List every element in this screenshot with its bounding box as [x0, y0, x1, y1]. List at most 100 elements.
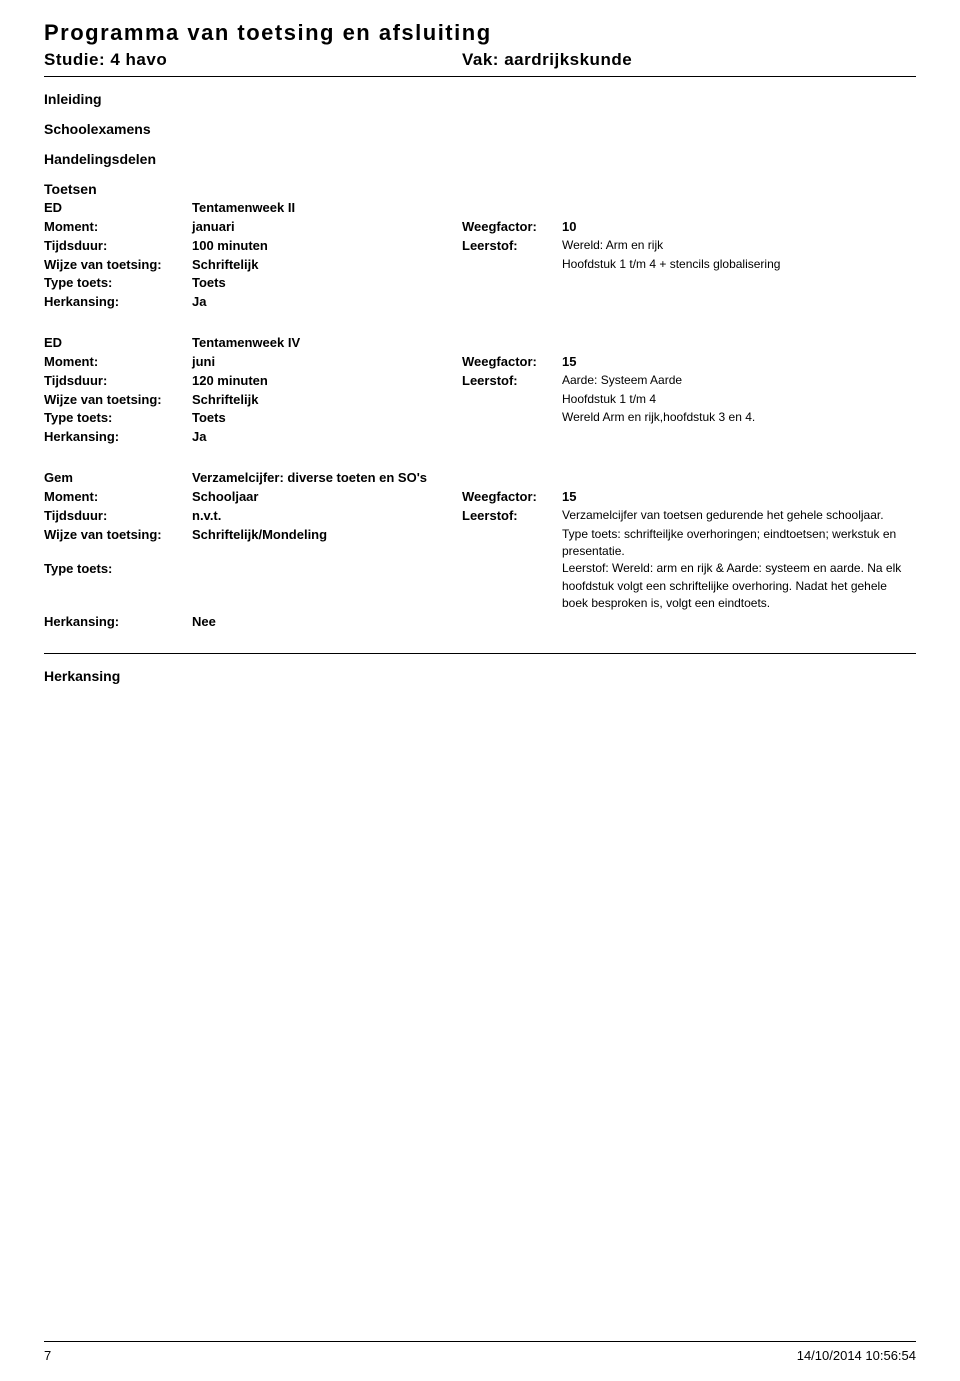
wijze-row: Wijze van toetsing:Schriftelijk/Mondelin…	[44, 526, 916, 561]
field-label: Wijze van toetsing:	[44, 391, 192, 410]
heading-schoolexamens: Schoolexamens	[44, 121, 916, 137]
studie-label: Studie:	[44, 50, 105, 69]
leerstof-text: Hoofdstuk 1 t/m 4	[562, 391, 916, 410]
section-divider	[44, 653, 916, 654]
heading-toetsen: Toetsen	[44, 181, 916, 197]
block-code: ED	[44, 199, 192, 218]
block-code: Gem	[44, 469, 192, 488]
field-value: Schooljaar	[192, 488, 462, 507]
weegfactor-label: Weegfactor:	[462, 488, 562, 507]
footer-timestamp: 14/10/2014 10:56:54	[797, 1348, 916, 1363]
studie-vak-row: Studie: 4 havo Vak: aardrijkskunde	[44, 50, 916, 70]
field-label: Type toets:	[44, 560, 192, 612]
leerstof-text	[562, 613, 916, 632]
blocks-container: EDTentamenweek IIMoment:januariWeegfacto…	[44, 199, 916, 631]
field-label: Wijze van toetsing:	[44, 526, 192, 561]
studie-value: 4 havo	[110, 50, 167, 69]
leerstof-label	[462, 613, 562, 632]
leerstof-label	[462, 274, 562, 293]
leerstof-text: Verzamelcijfer van toetsen gedurende het…	[562, 507, 916, 526]
block-header-row: EDTentamenweek II	[44, 199, 916, 218]
field-value: Toets	[192, 274, 462, 293]
field-label: Moment:	[44, 218, 192, 237]
field-value: 100 minuten	[192, 237, 462, 256]
leerstof-label: Leerstof:	[462, 237, 562, 256]
moment-row: Moment:juniWeegfactor:15	[44, 353, 916, 372]
tijdsduur-row: Tijdsduur:100 minutenLeerstof:Wereld: Ar…	[44, 237, 916, 256]
field-label: Herkansing:	[44, 428, 192, 447]
field-label: Type toets:	[44, 409, 192, 428]
leerstof-text: Wereld: Arm en rijk	[562, 237, 916, 256]
weegfactor-value: 15	[562, 353, 916, 372]
page-footer: 7 14/10/2014 10:56:54	[44, 1341, 916, 1363]
wijze-row: Wijze van toetsing:Schriftelijk Hoofdstuk…	[44, 391, 916, 410]
leerstof-text: Hoofdstuk 1 t/m 4 + stencils globaliseri…	[562, 256, 916, 275]
leerstof-label	[462, 256, 562, 275]
field-value: januari	[192, 218, 462, 237]
field-value: Ja	[192, 293, 462, 312]
assessment-block: EDTentamenweek IVMoment:juniWeegfactor:1…	[44, 334, 916, 447]
weegfactor-value: 15	[562, 488, 916, 507]
leerstof-text	[562, 274, 916, 293]
herkansing-row: Herkansing:Ja	[44, 428, 916, 447]
field-value: Schriftelijk/Mondeling	[192, 526, 462, 561]
assessment-block: GemVerzamelcijfer: diverse toeten en SO'…	[44, 469, 916, 631]
weegfactor-label: Weegfactor:	[462, 218, 562, 237]
header-divider	[44, 76, 916, 77]
leerstof-label	[462, 409, 562, 428]
vak-value: aardrijkskunde	[504, 50, 632, 69]
herkansing-row: Herkansing:Ja	[44, 293, 916, 312]
field-label: Herkansing:	[44, 613, 192, 632]
field-label: Tijdsduur:	[44, 237, 192, 256]
vak-label: Vak:	[462, 50, 499, 69]
leerstof-label	[462, 391, 562, 410]
wijze-row: Wijze van toetsing:Schriftelijk Hoofdstuk…	[44, 256, 916, 275]
tijdsduur-row: Tijdsduur:120 minutenLeerstof:Aarde: Sys…	[44, 372, 916, 391]
studie-cell: Studie: 4 havo	[44, 50, 462, 70]
leerstof-label	[462, 560, 562, 612]
field-label: Tijdsduur:	[44, 507, 192, 526]
field-label: Herkansing:	[44, 293, 192, 312]
field-label: Tijdsduur:	[44, 372, 192, 391]
field-value	[192, 560, 462, 612]
field-label: Moment:	[44, 488, 192, 507]
block-name: Tentamenweek II	[192, 199, 916, 218]
leerstof-text	[562, 428, 916, 447]
heading-handelingsdelen: Handelingsdelen	[44, 151, 916, 167]
leerstof-text: Leerstof: Wereld: arm en rijk & Aarde: s…	[562, 560, 916, 612]
block-name: Tentamenweek IV	[192, 334, 916, 353]
weegfactor-value: 10	[562, 218, 916, 237]
field-value: Toets	[192, 409, 462, 428]
field-label: Moment:	[44, 353, 192, 372]
vak-cell: Vak: aardrijkskunde	[462, 50, 916, 70]
field-value: 120 minuten	[192, 372, 462, 391]
block-name: Verzamelcijfer: diverse toeten en SO's	[192, 469, 916, 488]
moment-row: Moment:SchooljaarWeegfactor:15	[44, 488, 916, 507]
field-label: Type toets:	[44, 274, 192, 293]
leerstof-label	[462, 526, 562, 561]
type-row: Type toets: Leerstof: Wereld: arm en rijk…	[44, 560, 916, 612]
tijdsduur-row: Tijdsduur:n.v.t.Leerstof:Verzamelcijfer …	[44, 507, 916, 526]
document-title: Programma van toetsing en afsluiting	[44, 20, 916, 46]
leerstof-text: Wereld Arm en rijk,hoofdstuk 3 en 4.	[562, 409, 916, 428]
leerstof-text: Type toets: schrifteiljke overhoringen; …	[562, 526, 916, 561]
leerstof-label	[462, 293, 562, 312]
weegfactor-label: Weegfactor:	[462, 353, 562, 372]
leerstof-label: Leerstof:	[462, 507, 562, 526]
leerstof-label: Leerstof:	[462, 372, 562, 391]
field-value: juni	[192, 353, 462, 372]
page: Programma van toetsing en afsluiting Stu…	[0, 0, 960, 1381]
field-value: n.v.t.	[192, 507, 462, 526]
block-code: ED	[44, 334, 192, 353]
assessment-block: EDTentamenweek IIMoment:januariWeegfacto…	[44, 199, 916, 312]
field-value: Schriftelijk	[192, 391, 462, 410]
field-value: Schriftelijk	[192, 256, 462, 275]
herkansing-row: Herkansing:Nee	[44, 613, 916, 632]
type-row: Type toets:Toets Wereld Arm en rijk,hoofd…	[44, 409, 916, 428]
footer-page-number: 7	[44, 1348, 51, 1363]
heading-inleiding: Inleiding	[44, 91, 916, 107]
block-header-row: EDTentamenweek IV	[44, 334, 916, 353]
field-label: Wijze van toetsing:	[44, 256, 192, 275]
leerstof-label	[462, 428, 562, 447]
leerstof-text	[562, 293, 916, 312]
